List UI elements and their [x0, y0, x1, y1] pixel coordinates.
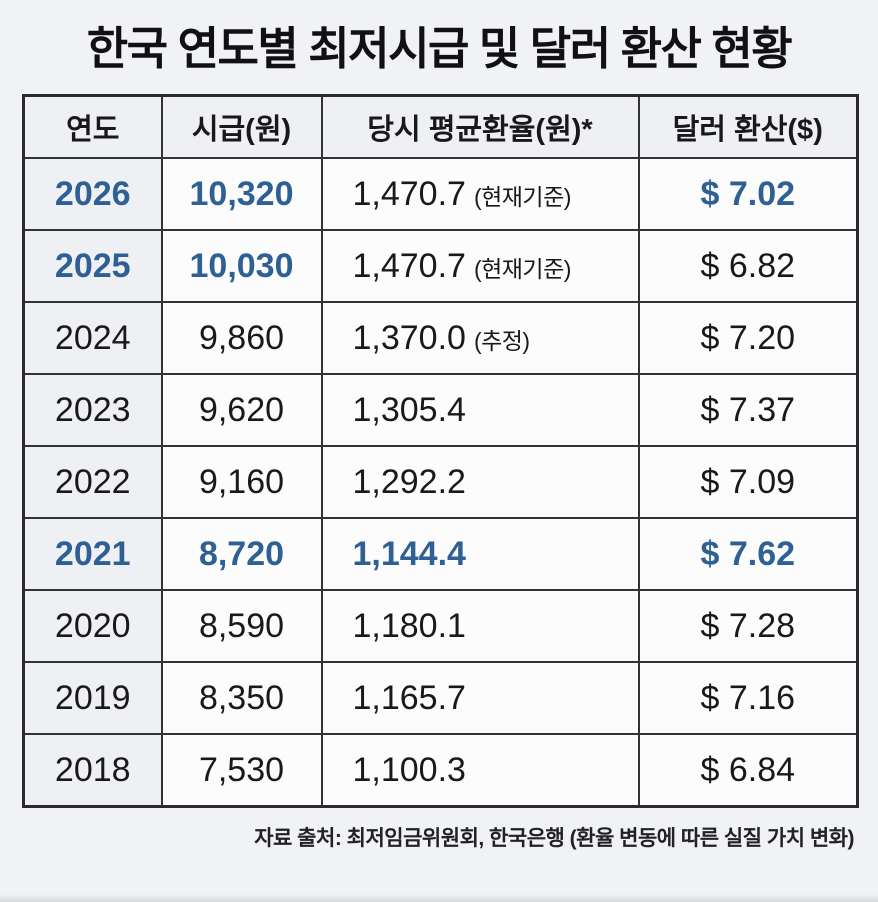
usd-cell: $ 7.28: [637, 589, 859, 663]
header-cell-year: 연도: [22, 94, 163, 159]
rate-cell: 1,370.0 (추정): [320, 301, 640, 375]
wage-cell: 9,160: [160, 445, 323, 519]
rate-cell: 1,144.4: [320, 517, 640, 591]
rate-note: (현재기준): [473, 255, 571, 282]
rate-note: (현재기준): [473, 183, 571, 210]
minimum-wage-table: 연도 시급(원) 당시 평균환율(원)* 달러 환산($) 2026 10,320…: [22, 94, 859, 808]
year-cell: 2020: [22, 589, 163, 663]
rate-cell: 1,470.7 (현재기준): [320, 157, 640, 231]
wage-cell: 8,350: [160, 661, 323, 735]
table-row: 2026 10,320 1,470.7 (현재기준) $ 7.02: [22, 157, 859, 231]
rate-cell: 1,100.3: [320, 733, 640, 808]
rate-cell: 1,470.7 (현재기준): [320, 229, 640, 303]
table-row: 2021 8,720 1,144.4 $ 7.62: [22, 517, 859, 591]
rate-note: (추정): [473, 327, 530, 354]
wage-cell: 9,620: [160, 373, 323, 447]
usd-cell: $ 6.84: [637, 733, 859, 808]
rate-cell: 1,305.4: [320, 373, 640, 447]
usd-cell: $ 7.20: [637, 301, 859, 375]
header-cell-usd: 달러 환산($): [637, 94, 859, 159]
year-cell: 2021: [22, 517, 163, 591]
table-row: 2025 10,030 1,470.7 (현재기준) $ 6.82: [22, 229, 859, 303]
wage-cell: 8,590: [160, 589, 323, 663]
year-cell: 2023: [22, 373, 163, 447]
wage-cell: 7,530: [160, 733, 323, 808]
wage-cell: 9,860: [160, 301, 323, 375]
usd-cell: $ 7.02: [637, 157, 859, 231]
usd-cell: $ 7.37: [637, 373, 859, 447]
usd-cell: $ 7.16: [637, 661, 859, 735]
table-row: 2018 7,530 1,100.3 $ 6.84: [22, 733, 859, 808]
rate-cell: 1,180.1: [320, 589, 640, 663]
table-body: 2026 10,320 1,470.7 (현재기준) $ 7.02 2025 10,030 1…: [22, 157, 859, 808]
table-row: 2022 9,160 1,292.2 $ 7.09: [22, 445, 859, 519]
table-row: 2019 8,350 1,165.7 $ 7.16: [22, 661, 859, 735]
year-cell: 2019: [22, 661, 163, 735]
rate-cell: 1,292.2: [320, 445, 640, 519]
wage-cell: 10,320: [160, 157, 323, 231]
wage-cell: 10,030: [160, 229, 323, 303]
usd-cell: $ 7.62: [637, 517, 859, 591]
wage-cell: 8,720: [160, 517, 323, 591]
header-cell-rate: 당시 평균환율(원)*: [320, 94, 640, 159]
year-cell: 2025: [22, 229, 163, 303]
year-cell: 2024: [22, 301, 163, 375]
year-cell: 2022: [22, 445, 163, 519]
rate-cell: 1,165.7: [320, 661, 640, 735]
usd-cell: $ 6.82: [637, 229, 859, 303]
year-cell: 2026: [22, 157, 163, 231]
year-cell: 2018: [22, 733, 163, 808]
source-note: 자료 출처: 최저임금위원회, 한국은행 (환율 변동에 따른 실질 가치 변화…: [254, 827, 854, 850]
table-header-row: 연도 시급(원) 당시 평균환율(원)* 달러 환산($): [22, 94, 859, 159]
table-row: 2023 9,620 1,305.4 $ 7.37: [22, 373, 859, 447]
table-row: 2020 8,590 1,180.1 $ 7.28: [22, 589, 859, 663]
page-title: 한국 연도별 최저시급 및 달러 환산 현황: [86, 23, 793, 74]
usd-cell: $ 7.09: [637, 445, 859, 519]
table-row: 2024 9,860 1,370.0 (추정) $ 7.20: [22, 301, 859, 375]
header-cell-wage: 시급(원): [160, 94, 323, 159]
